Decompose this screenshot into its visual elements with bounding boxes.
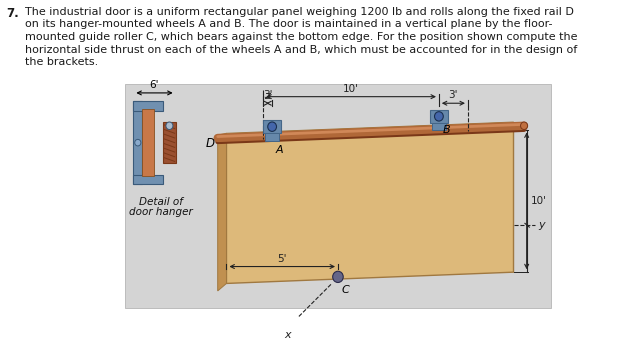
Bar	[265, 133, 279, 141]
Bar	[163, 122, 175, 163]
Circle shape	[520, 122, 527, 129]
Text: 6': 6'	[150, 80, 159, 90]
Text: B: B	[442, 125, 450, 135]
Text: on its hanger-mounted wheels A and B. The door is maintained in a vertical plane: on its hanger-mounted wheels A and B. Th…	[24, 19, 552, 29]
Text: 5': 5'	[277, 254, 287, 264]
Text: the brackets.: the brackets.	[24, 57, 98, 67]
Circle shape	[333, 271, 343, 283]
Text: C: C	[342, 285, 349, 295]
Bar	[125, 84, 551, 308]
Bar	[133, 101, 142, 184]
Bar	[142, 109, 154, 176]
Bar	[432, 123, 446, 130]
Bar	[133, 101, 163, 111]
Text: z: z	[264, 91, 270, 101]
Text: A: A	[276, 145, 284, 154]
Text: The industrial door is a uniform rectangular panel weighing 1200 lb and rolls al: The industrial door is a uniform rectang…	[24, 6, 573, 17]
Circle shape	[135, 139, 141, 146]
Text: door hanger: door hanger	[129, 208, 193, 217]
Text: x: x	[285, 330, 291, 338]
Text: D: D	[206, 137, 215, 150]
Text: y: y	[538, 220, 545, 230]
Circle shape	[268, 122, 276, 131]
Bar	[133, 174, 163, 184]
Text: horizontal side thrust on each of the wheels A and B, which must be accounted fo: horizontal side thrust on each of the wh…	[24, 45, 577, 54]
Circle shape	[435, 112, 444, 121]
Polygon shape	[227, 129, 513, 284]
Text: 3': 3'	[263, 91, 273, 100]
Text: 10': 10'	[343, 84, 359, 94]
Text: 7.: 7.	[6, 6, 19, 20]
Bar	[430, 110, 448, 123]
Text: 3': 3'	[448, 91, 458, 100]
Bar	[263, 120, 281, 133]
Text: Detail of: Detail of	[139, 197, 182, 207]
Text: mounted guide roller C, which bears against the bottom edge. For the position sh: mounted guide roller C, which bears agai…	[24, 32, 577, 42]
Text: 10': 10'	[531, 196, 547, 206]
Circle shape	[166, 122, 173, 129]
Polygon shape	[227, 122, 513, 141]
Polygon shape	[218, 133, 227, 291]
